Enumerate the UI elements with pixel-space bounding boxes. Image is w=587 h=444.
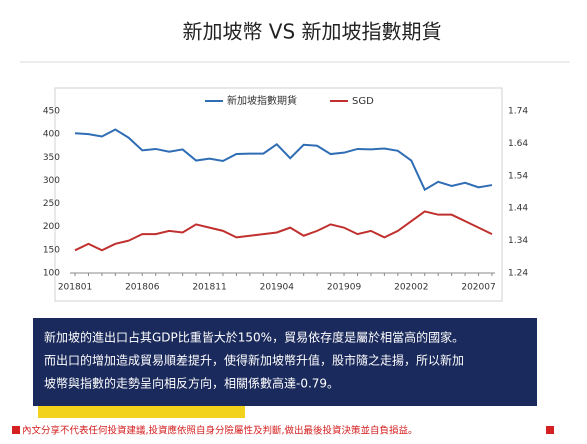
x-tick-label: 201909 [327, 283, 362, 293]
y2-tick-label: 1.54 [508, 171, 528, 181]
y-tick-label: 300 [43, 176, 60, 186]
x-tick-label: 201806 [125, 283, 160, 293]
y2-tick-label: 1.44 [508, 204, 528, 214]
x-tick-label: 201811 [192, 283, 226, 293]
slide-title: 新加坡幣 VS 新加坡指數期貨 [182, 20, 441, 44]
x-tick-label: 202007 [461, 283, 495, 293]
accent-bar [38, 406, 245, 418]
series-line [74, 128, 493, 192]
y-tick-label: 400 [43, 130, 60, 140]
y-tick-label: 350 [43, 153, 60, 163]
x-tick-label: 201801 [58, 283, 92, 293]
paragraph-line: 新加坡的進出口占其GDP比重皆大於150%，貿易依存度是屬於相當高的國家。 [44, 330, 464, 345]
icon [546, 426, 554, 434]
text-box [33, 318, 537, 406]
y2-tick-label: 1.64 [508, 139, 528, 149]
chart-frame [54, 87, 503, 302]
y-tick-label: 150 [43, 245, 60, 255]
x-tick-label: 202002 [394, 283, 428, 293]
y-tick-label: 200 [43, 222, 60, 232]
y2-tick-label: 1.24 [508, 269, 528, 279]
legend-label: 新加坡指數期貨 [227, 94, 297, 107]
series-line [74, 210, 493, 252]
y-tick-label: 100 [43, 269, 60, 279]
disclaimer: 內文分享不代表任何投資建議,投資應依照自身分險屬性及判斷,做出最後投資決策並自負… [22, 425, 418, 437]
y-tick-label: 450 [43, 107, 60, 117]
x-tick-label: 201904 [260, 283, 295, 293]
y2-tick-label: 1.34 [508, 236, 528, 246]
chart: 100 150 200 250 300 350 400 450 1.24 1.34 1.44 1.54… [43, 94, 529, 293]
paragraph-line: 而出口的增加造成貿易順差提升，使得新加坡幣升值，股市隨之走揚，所以新加 [44, 353, 464, 368]
y-tick-label: 250 [43, 199, 60, 209]
y2-tick-label: 1.74 [508, 107, 528, 117]
legend-label: SGD [352, 96, 374, 107]
paragraph-line: 坡幣與指數的走勢呈向相反方向，相關係數高達-0.79。 [44, 376, 339, 391]
icon [12, 426, 20, 434]
